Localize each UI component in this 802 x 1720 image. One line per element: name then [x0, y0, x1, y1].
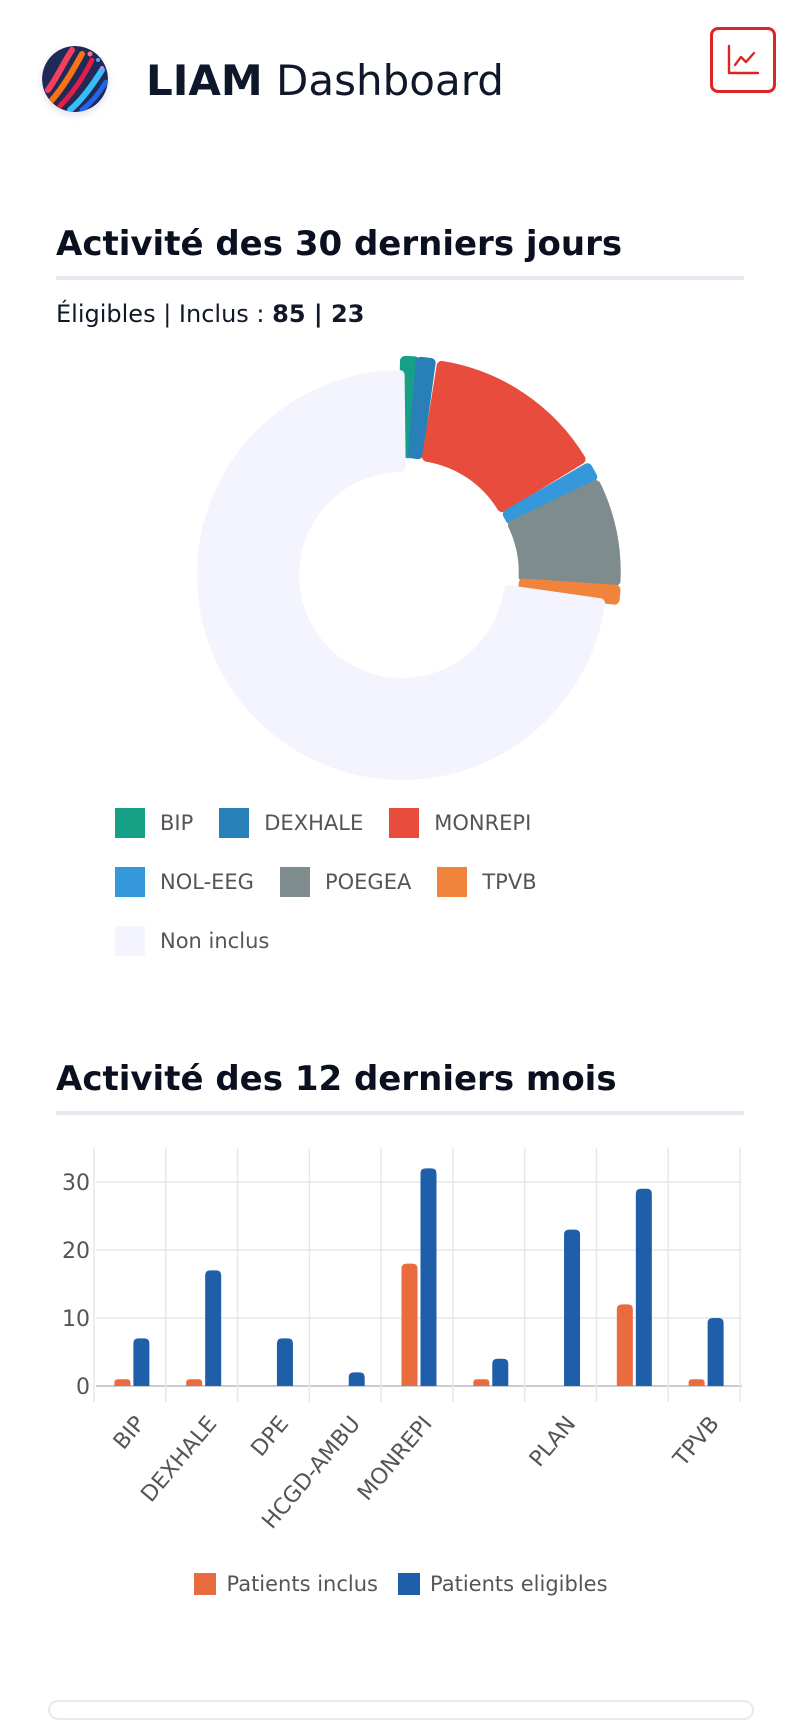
bar-patients-inclus-monrepi[interactable] — [401, 1263, 418, 1386]
x-tick-label-monrepi: MONREPI — [353, 1412, 438, 1506]
donut-slice-monrepi[interactable] — [421, 360, 586, 513]
legend-swatch — [194, 1573, 217, 1595]
legend-item-non-inclus[interactable]: Non inclus — [115, 926, 269, 956]
next-card-edge — [48, 1700, 754, 1720]
bar-patients-eligibles-monrepi[interactable] — [420, 1168, 437, 1386]
legend-item-monrepi[interactable]: MONREPI — [389, 808, 531, 838]
bar-patients-eligibles-empty[interactable] — [635, 1188, 652, 1386]
bar-patients-eligibles-empty[interactable] — [492, 1358, 509, 1386]
bar-chart: 0 10 20 30 BIP DEXHALE DPE HCGD-AMBU MONREPI PLAN… — [0, 1140, 802, 1580]
legend-row: BIP DEXHALE MONREPI — [115, 808, 675, 838]
eligible-included-stats: Éligibles | Inclus : 85 | 23 — [56, 298, 364, 330]
x-tick-label-dexhale: DEXHALE — [136, 1412, 222, 1507]
stats-label: Éligibles | Inclus : — [56, 300, 273, 328]
x-tick-label-plan: PLAN — [525, 1412, 581, 1472]
bar-patients-inclus-bip[interactable] — [114, 1379, 131, 1386]
bar-patients-inclus-empty[interactable] — [616, 1304, 633, 1386]
x-tick-label-dpe: DPE — [247, 1412, 295, 1462]
charts-button[interactable] — [710, 27, 776, 93]
bar-patients-inclus-dexhale[interactable] — [186, 1379, 203, 1386]
bar-patients-eligibles-hcgd-ambu[interactable] — [348, 1372, 365, 1386]
legend-item-bip[interactable]: BIP — [115, 808, 193, 838]
stats-value: 85 | 23 — [272, 300, 365, 328]
app-title-strong: LIAM — [146, 56, 263, 105]
bar-patients-eligibles-dpe[interactable] — [276, 1338, 293, 1386]
legend-swatch — [115, 867, 145, 897]
legend-label: Patients inclus — [226, 1572, 378, 1596]
app-title-rest: Dashboard — [262, 56, 504, 105]
y-tick-label: 30 — [62, 1171, 90, 1196]
x-tick-label-tpvb: TPVB — [668, 1412, 724, 1472]
legend-label: MONREPI — [434, 811, 532, 835]
bar-patients-inclus-tpvb[interactable] — [688, 1379, 705, 1386]
bar-patients-inclus-empty[interactable] — [473, 1379, 490, 1386]
legend-row: NOL-EEG POEGEA TPVB — [115, 867, 675, 897]
legend-swatch — [398, 1573, 420, 1595]
donut-slice-nol-eeg[interactable] — [502, 463, 598, 525]
donut-chart — [180, 350, 630, 800]
bar-legend: Patients inclus Patients eligibles — [0, 1572, 802, 1596]
app-title: LIAM Dashboard — [146, 53, 504, 109]
legend-row: Non inclus — [115, 926, 675, 956]
legend-label: POEGEA — [324, 870, 412, 894]
app-logo — [42, 46, 108, 112]
legend-label: TPVB — [482, 870, 537, 894]
bar-patients-eligibles-tpvb[interactable] — [707, 1318, 724, 1386]
legend-item-patients-eligibles[interactable]: Patients eligibles — [398, 1572, 608, 1596]
bar-patients-eligibles-plan[interactable] — [564, 1229, 581, 1386]
bar-patients-eligibles-bip[interactable] — [133, 1338, 150, 1386]
legend-item-tpvb[interactable]: TPVB — [437, 867, 537, 897]
legend-swatch — [115, 926, 145, 956]
donut-legend: BIP DEXHALE MONREPI NOL-EEG POEGEA TPVB Non in… — [115, 808, 675, 985]
legend-label: BIP — [160, 811, 194, 835]
x-tick-label-bip: BIP — [109, 1412, 151, 1455]
yearly-activity-title: Activité des 12 derniers mois — [56, 1057, 744, 1115]
legend-swatch — [437, 867, 468, 897]
monthly-activity-title: Activité des 30 derniers jours — [56, 222, 744, 280]
app-header: LIAM Dashboard — [0, 0, 802, 160]
y-tick-label: 0 — [76, 1375, 90, 1400]
donut-slice-dexhale[interactable] — [407, 356, 436, 460]
y-tick-label: 20 — [62, 1239, 90, 1264]
legend-label: DEXHALE — [264, 811, 364, 835]
legend-swatch — [389, 808, 420, 838]
legend-item-patients-inclus[interactable]: Patients inclus — [194, 1572, 378, 1596]
bar-patients-eligibles-dexhale[interactable] — [205, 1270, 222, 1386]
legend-label: Patients eligibles — [430, 1572, 608, 1596]
legend-item-dexhale[interactable]: DEXHALE — [219, 808, 363, 838]
logo-artwork — [42, 46, 108, 112]
legend-label: NOL-EEG — [160, 870, 254, 894]
y-tick-label: 10 — [62, 1307, 90, 1332]
donut-chart-svg — [197, 356, 621, 780]
legend-swatch — [115, 808, 145, 838]
legend-swatch — [279, 867, 310, 897]
legend-swatch — [219, 808, 250, 838]
legend-label: Non inclus — [160, 929, 270, 953]
legend-item-poegea[interactable]: POEGEA — [279, 867, 412, 897]
donut-slice-non-inclus[interactable] — [197, 370, 606, 780]
donut-slice-poegea[interactable] — [507, 480, 621, 586]
legend-item-nol-eeg[interactable]: NOL-EEG — [115, 867, 254, 897]
line-chart-icon — [727, 44, 760, 75]
